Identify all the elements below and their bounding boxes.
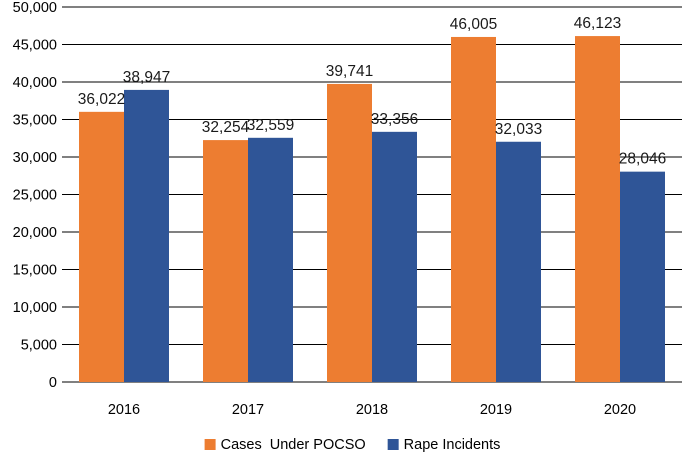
data-label: 38,947 — [123, 69, 170, 86]
y-tick-label: 30,000 — [13, 150, 57, 166]
y-axis-tick-labels: 0 5,000 10,000 15,000 20,000 25,000 30,000 35,0… — [13, 0, 57, 391]
legend-item: Rape Incidents — [387, 437, 501, 453]
y-tick-label: 35,000 — [13, 113, 57, 129]
data-label: 32,033 — [495, 121, 542, 138]
y-tick-label: 50,000 — [13, 0, 57, 16]
legend-swatch — [387, 439, 399, 450]
x-tick-label: 2017 — [232, 402, 264, 418]
x-tick-label: 2019 — [480, 402, 512, 418]
bars — [79, 36, 665, 383]
data-label: 33,356 — [371, 111, 418, 128]
bar-rape-2019 — [496, 141, 541, 382]
x-tick-label: 2020 — [604, 402, 636, 418]
y-tick-label: 5,000 — [21, 338, 57, 354]
bar-pocso-2016 — [79, 111, 124, 383]
x-tick-label: 2018 — [356, 402, 388, 418]
data-label: 46,005 — [450, 16, 497, 33]
x-tick-label: 2016 — [108, 402, 140, 418]
bar-pocso-2019 — [451, 36, 496, 383]
x-axis-tick-labels: 2016 2017 2018 2019 2020 — [108, 402, 636, 418]
y-tick-label: 20,000 — [13, 225, 57, 241]
y-tick-label: 45,000 — [13, 38, 57, 54]
bar-pocso-2017 — [203, 140, 248, 382]
y-tick-label: 25,000 — [13, 188, 57, 204]
y-tick-label: 10,000 — [13, 300, 57, 316]
bar-rape-2016 — [124, 89, 169, 383]
legend: Cases Under POCSO Rape Incidents — [204, 437, 501, 453]
bar-rape-2018 — [372, 131, 417, 382]
bar-pocso-2020 — [575, 36, 620, 382]
y-tick-label: 0 — [49, 375, 57, 391]
legend-item: Cases Under POCSO — [204, 437, 366, 453]
bar-rape-2017 — [248, 137, 293, 382]
y-tick-label: 40,000 — [13, 75, 57, 91]
data-label: 46,123 — [574, 15, 621, 32]
legend-label: Cases Under POCSO — [221, 437, 366, 453]
bar-rape-2020 — [620, 171, 665, 382]
data-label: 32,559 — [247, 117, 294, 134]
data-label: 32,254 — [202, 119, 250, 136]
y-tick-label: 15,000 — [13, 263, 57, 279]
data-label: 28,046 — [619, 151, 666, 168]
legend-swatch — [204, 439, 216, 450]
bar-pocso-2018 — [327, 83, 372, 382]
data-label: 39,741 — [326, 63, 373, 80]
legend-label: Rape Incidents — [404, 437, 501, 453]
data-label: 36,022 — [78, 91, 125, 108]
